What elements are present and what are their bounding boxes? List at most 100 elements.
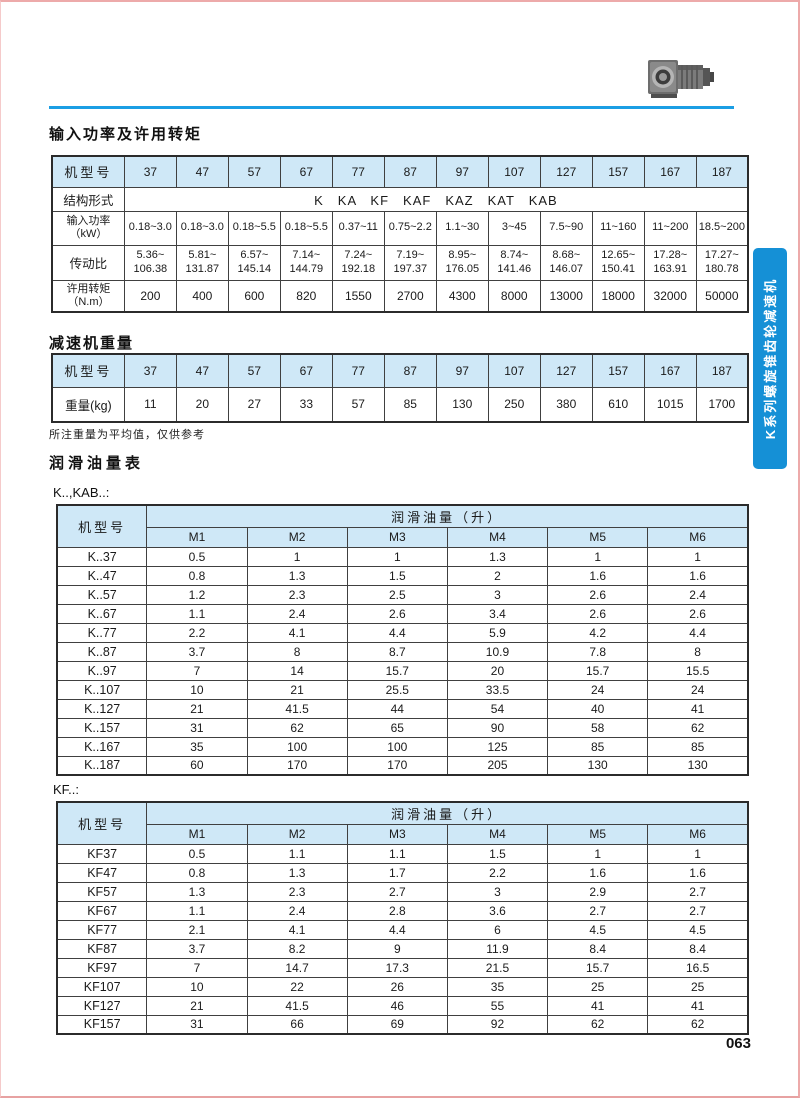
table-cell: 10 xyxy=(146,679,248,700)
header-cell: 77 xyxy=(331,353,385,388)
table-cell: K..67 xyxy=(56,603,148,624)
table-cell: 35 xyxy=(446,976,549,997)
table-cell: 4.1 xyxy=(246,622,348,643)
table-cell: 2.6 xyxy=(547,584,649,605)
table-cell: KF157 xyxy=(56,1014,148,1035)
table-cell: 1.6 xyxy=(547,565,649,586)
table-cell: 2.1 xyxy=(146,919,248,940)
table-cell: 1 xyxy=(246,546,348,567)
table-cell: 13000 xyxy=(539,279,593,313)
table-cell: 4.4 xyxy=(346,919,448,940)
table-cell: 2.3 xyxy=(246,584,348,605)
table-cell: 90 xyxy=(446,717,549,738)
table-cell: 3 xyxy=(446,584,549,605)
table-cell: 14 xyxy=(246,660,348,681)
table-cell: 1.1 xyxy=(146,900,248,921)
table-cell: 重量(kg) xyxy=(51,386,125,423)
table-cell: 8.4 xyxy=(547,938,649,959)
table-cell: 5.81~ 131.87 xyxy=(175,244,229,281)
table-cell: 16.5 xyxy=(647,957,749,978)
table-cell: 2.7 xyxy=(547,900,649,921)
table-cell: 85 xyxy=(547,736,649,757)
header-cell: 87 xyxy=(383,353,437,388)
header-cell: 47 xyxy=(175,353,229,388)
table-cell: 2.6 xyxy=(547,603,649,624)
header-cell: M4 xyxy=(446,526,549,548)
table-cell: 0.75~2.2 xyxy=(383,210,437,246)
table-cell: K..107 xyxy=(56,679,148,700)
table-cell: 62 xyxy=(547,1014,649,1035)
header-cell: 97 xyxy=(435,353,489,388)
table-cell: 6.57~ 145.14 xyxy=(227,244,281,281)
kf-oil-table: 机型号 润滑油量（升） M1 M2 M3 M4 M5 M6 KF37 0.5 1.1 1.1 1.5 1 1… xyxy=(56,801,749,1035)
table-cell: 33.5 xyxy=(446,679,549,700)
table-cell: 1 xyxy=(647,546,749,567)
table-cell: 41 xyxy=(647,995,749,1016)
table-cell: KF127 xyxy=(56,995,148,1016)
table-cell: 7.5~90 xyxy=(539,210,593,246)
table-cell: 1550 xyxy=(331,279,385,313)
header-cell: 187 xyxy=(695,353,749,388)
table-cell: 27 xyxy=(227,386,281,423)
table-cell: 2.7 xyxy=(346,881,448,902)
weight-table-grid: 机型号 37 47 57 67 77 87 97 107 127 157 167 187 重量(kg) 11… xyxy=(51,353,749,423)
table-cell: 2.4 xyxy=(647,584,749,605)
table-cell: 170 xyxy=(346,755,448,776)
table-cell: 8000 xyxy=(487,279,541,313)
table-cell: 2.6 xyxy=(346,603,448,624)
header-cell: 67 xyxy=(279,155,333,188)
table-cell: 1.1~30 xyxy=(435,210,489,246)
header-cell: M4 xyxy=(446,823,549,845)
table-cell: 60 xyxy=(146,755,248,776)
table-cell: 24 xyxy=(547,679,649,700)
table-cell: 0.5 xyxy=(146,546,248,567)
table-cell: 85 xyxy=(383,386,437,423)
header-cell: 157 xyxy=(591,155,645,188)
table-cell: 130 xyxy=(547,755,649,776)
table-cell: 205 xyxy=(446,755,549,776)
table-cell: 62 xyxy=(246,717,348,738)
header-cell: 167 xyxy=(643,353,697,388)
table-cell: 3.4 xyxy=(446,603,549,624)
section-title-oil: 润滑油量表 xyxy=(49,455,145,472)
table-cell: KF87 xyxy=(56,938,148,959)
table-cell: 8.74~ 141.46 xyxy=(487,244,541,281)
header-cell: 107 xyxy=(487,155,541,188)
table-cell: K..37 xyxy=(56,546,148,567)
table-cell: 3.6 xyxy=(446,900,549,921)
table-cell: 3~45 xyxy=(487,210,541,246)
table-cell: 66 xyxy=(246,1014,348,1035)
table-cell: 10 xyxy=(146,976,248,997)
table-cell: 2.7 xyxy=(647,881,749,902)
table-cell: 600 xyxy=(227,279,281,313)
table-cell: 1.5 xyxy=(346,565,448,586)
table-cell: 17.28~ 163.91 xyxy=(643,244,697,281)
table-cell: 62 xyxy=(647,717,749,738)
table-cell: 100 xyxy=(346,736,448,757)
table-cell: 55 xyxy=(446,995,549,1016)
table-cell: 1.3 xyxy=(246,862,348,883)
table-cell: 8.2 xyxy=(246,938,348,959)
header-cell: 97 xyxy=(435,155,489,188)
header-cell: 77 xyxy=(331,155,385,188)
table-cell: 11.9 xyxy=(446,938,549,959)
header-cell: M2 xyxy=(246,526,348,548)
header-cell: M5 xyxy=(547,823,649,845)
table-cell: 610 xyxy=(591,386,645,423)
table-cell: 250 xyxy=(487,386,541,423)
kf-oil-table-grid: 机型号 润滑油量（升） M1 M2 M3 M4 M5 M6 KF37 0.5 1.1 1.1 1.5 1 1… xyxy=(56,801,749,1035)
table-cell: 8.95~ 176.05 xyxy=(435,244,489,281)
header-cell: 127 xyxy=(539,353,593,388)
header-cell: 37 xyxy=(123,155,177,188)
table-cell: 7 xyxy=(146,660,248,681)
table-cell: 46 xyxy=(346,995,448,1016)
header-cell: 87 xyxy=(383,155,437,188)
table-cell: 85 xyxy=(647,736,749,757)
table-cell: 15.7 xyxy=(346,660,448,681)
table-cell: 92 xyxy=(446,1014,549,1035)
table-cell: 2.4 xyxy=(246,900,348,921)
table-cell: 2700 xyxy=(383,279,437,313)
table-cell: 3.7 xyxy=(146,641,248,662)
header-cell: 机型号 xyxy=(51,155,125,188)
